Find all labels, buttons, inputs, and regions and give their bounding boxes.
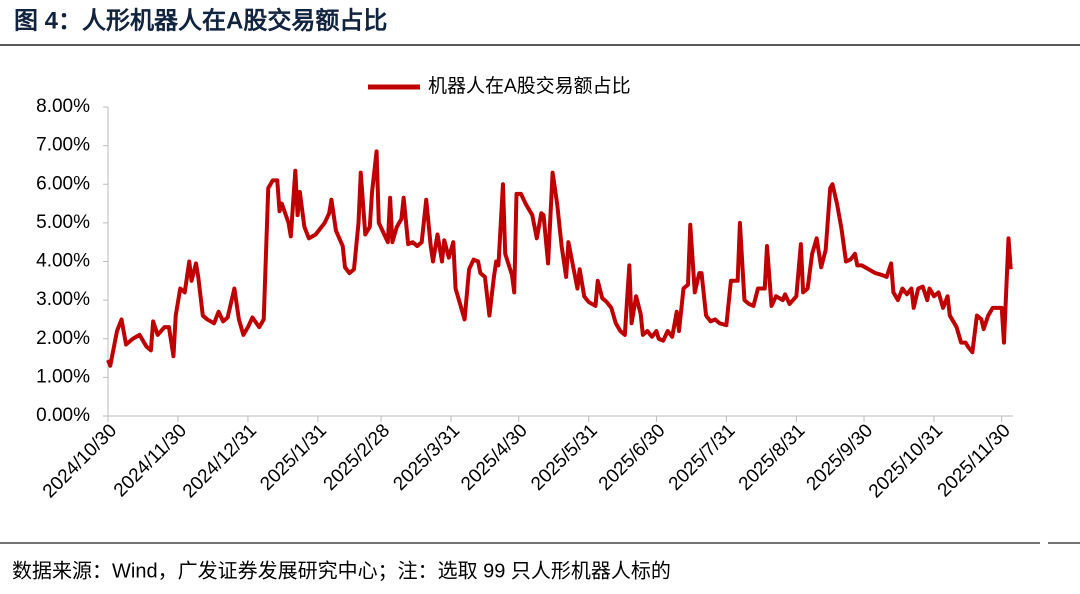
x-tick-label: 2025/2/28 — [320, 420, 395, 495]
y-tick-label: 7.00% — [36, 135, 90, 156]
y-tick-label: 3.00% — [36, 289, 90, 310]
x-tick-label: 2025/1/31 — [256, 420, 331, 495]
legend-label: 机器人在A股交易额占比 — [428, 75, 631, 97]
chart-title: 图 4：人形机器人在A股交易额占比 — [14, 6, 387, 34]
source-note: 数据来源：Wind，广发证券发展研究中心；注：选取 99 只人形机器人标的 — [12, 559, 671, 582]
x-tick-label: 2025/5/31 — [527, 420, 602, 495]
x-tick-label: 2025/4/30 — [457, 420, 532, 495]
y-tick-label: 4.00% — [36, 251, 90, 272]
y-tick-label: 8.00% — [36, 96, 90, 117]
x-tick-label: 2024/10/30 — [39, 420, 121, 502]
x-tick-label: 2025/6/30 — [595, 420, 670, 495]
y-tick-label: 0.00% — [36, 405, 90, 426]
y-tick-label: 5.00% — [36, 212, 90, 233]
x-tick-label: 2025/9/30 — [803, 420, 878, 495]
x-tick-label: 2025/10/31 — [865, 420, 947, 502]
y-tick-label: 2.00% — [36, 328, 90, 349]
x-tick-label: 2025/3/31 — [390, 420, 465, 495]
x-tick-label: 2025/8/31 — [735, 420, 810, 495]
data-line — [106, 149, 1013, 368]
y-tick-label: 1.00% — [36, 366, 90, 387]
x-tick-label: 2025/11/30 — [934, 420, 1015, 501]
x-tick-label: 2024/12/31 — [179, 420, 261, 502]
x-tick-label: 2025/7/31 — [665, 420, 740, 495]
y-tick-label: 6.00% — [36, 173, 90, 194]
x-tick-label: 2024/11/30 — [110, 420, 191, 501]
